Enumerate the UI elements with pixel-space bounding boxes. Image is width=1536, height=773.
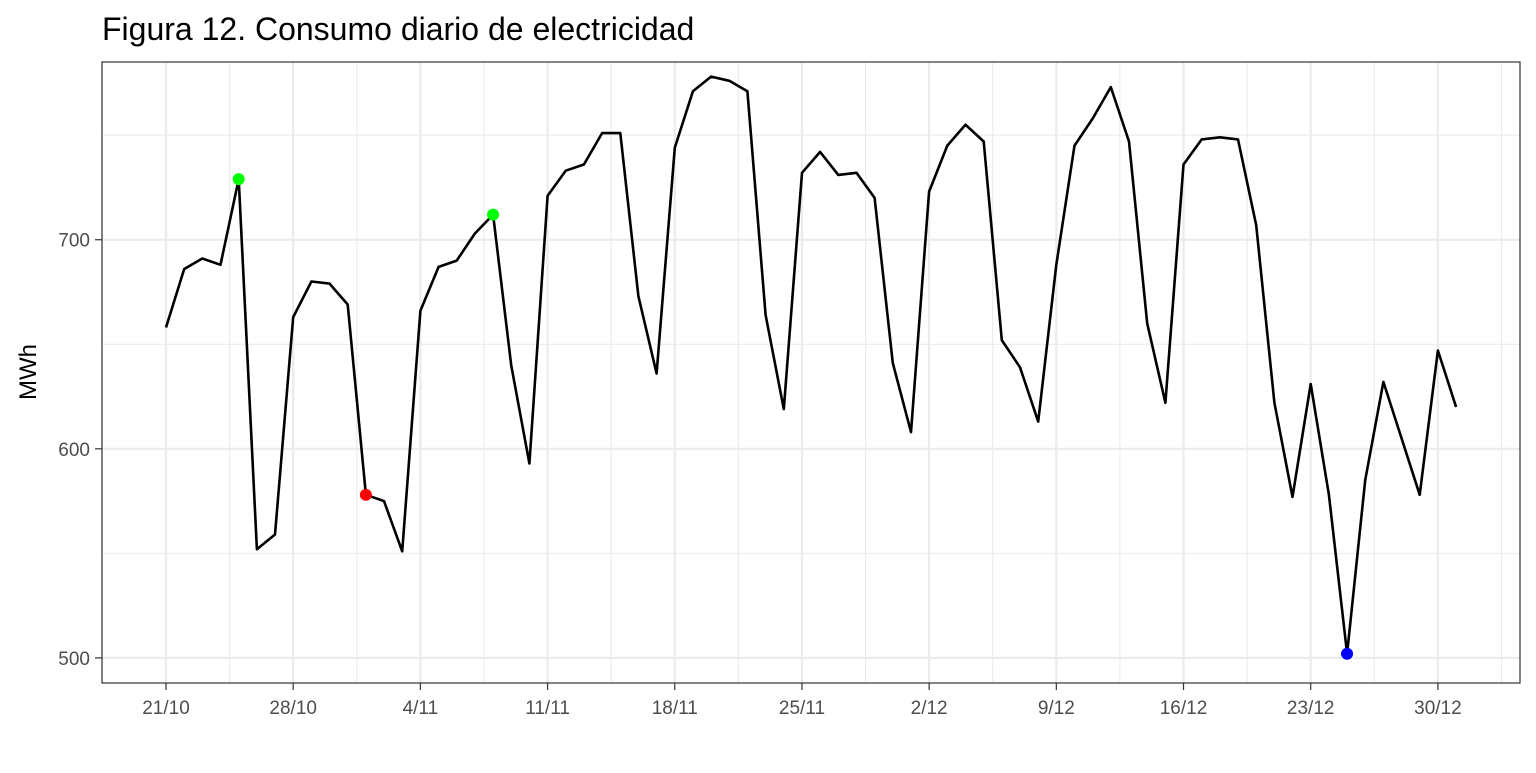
plot-panel (102, 62, 1520, 683)
x-tick-label: 28/10 (269, 698, 317, 719)
plot-border (101, 61, 1521, 684)
x-tick-label: 16/12 (1160, 698, 1208, 719)
highlight-point (359, 488, 372, 501)
x-tick-label: 21/10 (142, 698, 190, 719)
series-layer (164, 75, 1458, 656)
y-tick-label: 500 (58, 649, 90, 670)
y-axis-title: MWh (15, 344, 42, 400)
x-tick-label: 2/12 (911, 698, 948, 719)
y-tick-label: 600 (58, 440, 90, 461)
chart-title: Figura 12. Consumo diario de electricida… (102, 11, 694, 47)
y-axis: 500 600 700 (58, 231, 102, 670)
series-line (164, 75, 1458, 656)
x-tick-label: 4/11 (403, 698, 439, 719)
x-axis: 21/10 28/10 4/11 11/11 18/11 25/11 2/12 9/12 16/… (142, 683, 1462, 719)
x-tick-label: 11/11 (525, 698, 570, 719)
x-tick-label: 18/11 (652, 698, 698, 719)
x-tick-label: 30/12 (1414, 698, 1462, 719)
x-tick-label: 25/11 (779, 698, 825, 719)
highlight-point (487, 208, 500, 221)
highlight-point (1341, 647, 1354, 660)
x-tick-label: 9/12 (1038, 698, 1075, 719)
highlight-point (232, 173, 245, 186)
major-gridlines (102, 62, 1520, 683)
highlight-points (232, 173, 1354, 660)
y-tick-label: 700 (58, 231, 90, 252)
x-tick-label: 23/12 (1287, 698, 1335, 719)
